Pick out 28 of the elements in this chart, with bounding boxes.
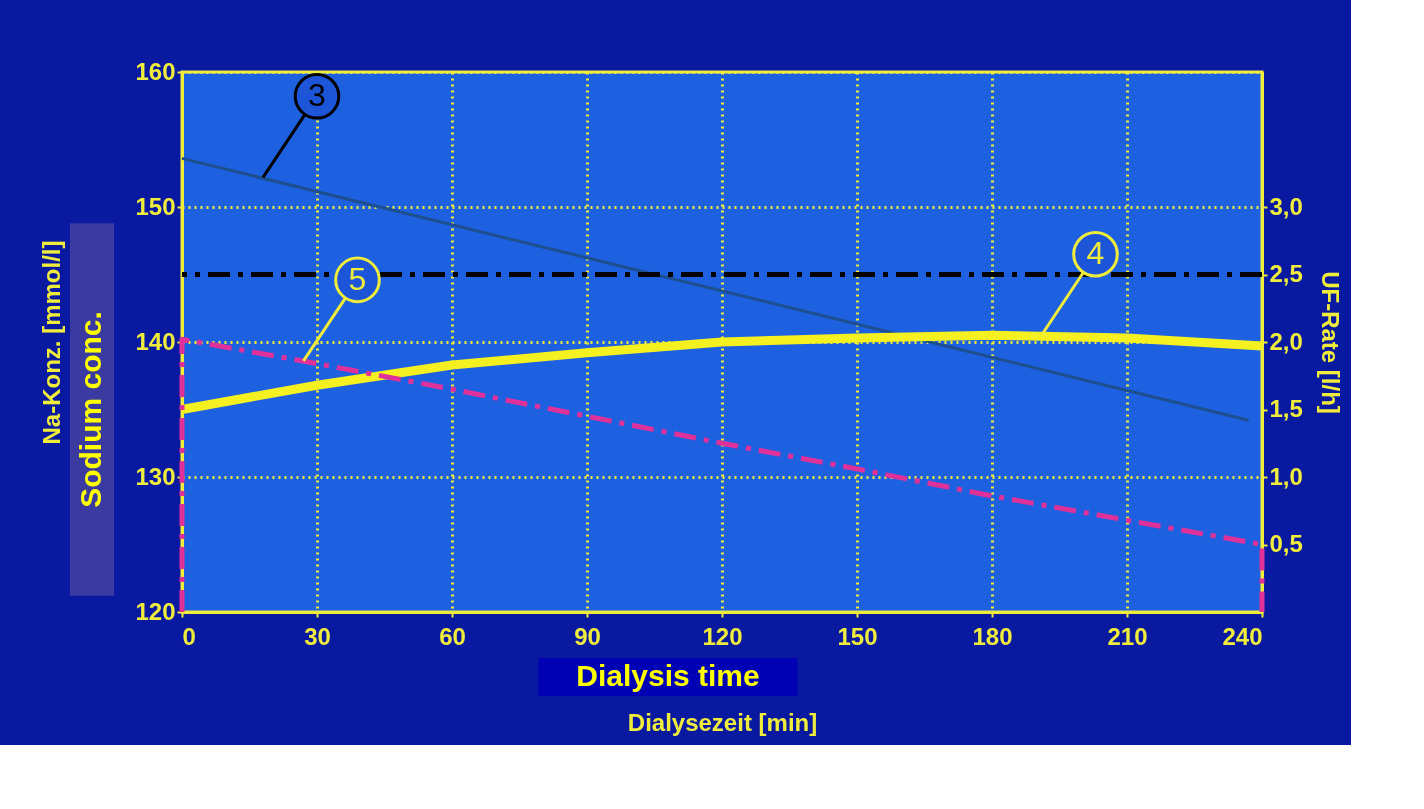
x-tick-label: 60	[439, 622, 466, 650]
x-tick-label: 210	[1107, 622, 1148, 650]
y-tick-label: 120	[135, 597, 176, 625]
x-tick-label: 90	[574, 622, 601, 650]
y2-tick-label: 2,0	[1269, 327, 1303, 355]
y-tick-label: 160	[135, 57, 176, 85]
annotation: 4	[1086, 235, 1105, 272]
x-tick-label: 30	[304, 622, 331, 650]
x-tick-label: 240	[1222, 622, 1263, 650]
x-axis-title: Dialysezeit [min]	[627, 708, 818, 736]
x-tick-label: 180	[972, 622, 1013, 650]
text: Sodium conc.	[74, 311, 107, 508]
annotation: 5	[348, 260, 367, 297]
y-axis-title: Na-Konz. [mmol/l]	[38, 240, 66, 445]
y2-tick-label: 1,5	[1269, 395, 1303, 422]
y2-tick-label: 0,5	[1269, 530, 1303, 557]
y2-tick-label: 2,5	[1269, 260, 1303, 287]
y2-tick-label: 1,0	[1269, 462, 1303, 490]
x-tick-label: 0	[182, 622, 196, 650]
annotation: 3	[308, 77, 326, 114]
y-tick-label: 150	[135, 192, 176, 220]
y-tick-label: 140	[135, 327, 176, 355]
text: Dialysis time	[576, 659, 760, 692]
y2-tick-label: 3,0	[1269, 192, 1303, 220]
y-tick-label: 130	[135, 462, 176, 490]
x-tick-label: 150	[837, 622, 878, 650]
y2-axis-title: UF-Rate [l/h]	[1316, 271, 1344, 414]
x-tick-label: 120	[702, 622, 743, 650]
